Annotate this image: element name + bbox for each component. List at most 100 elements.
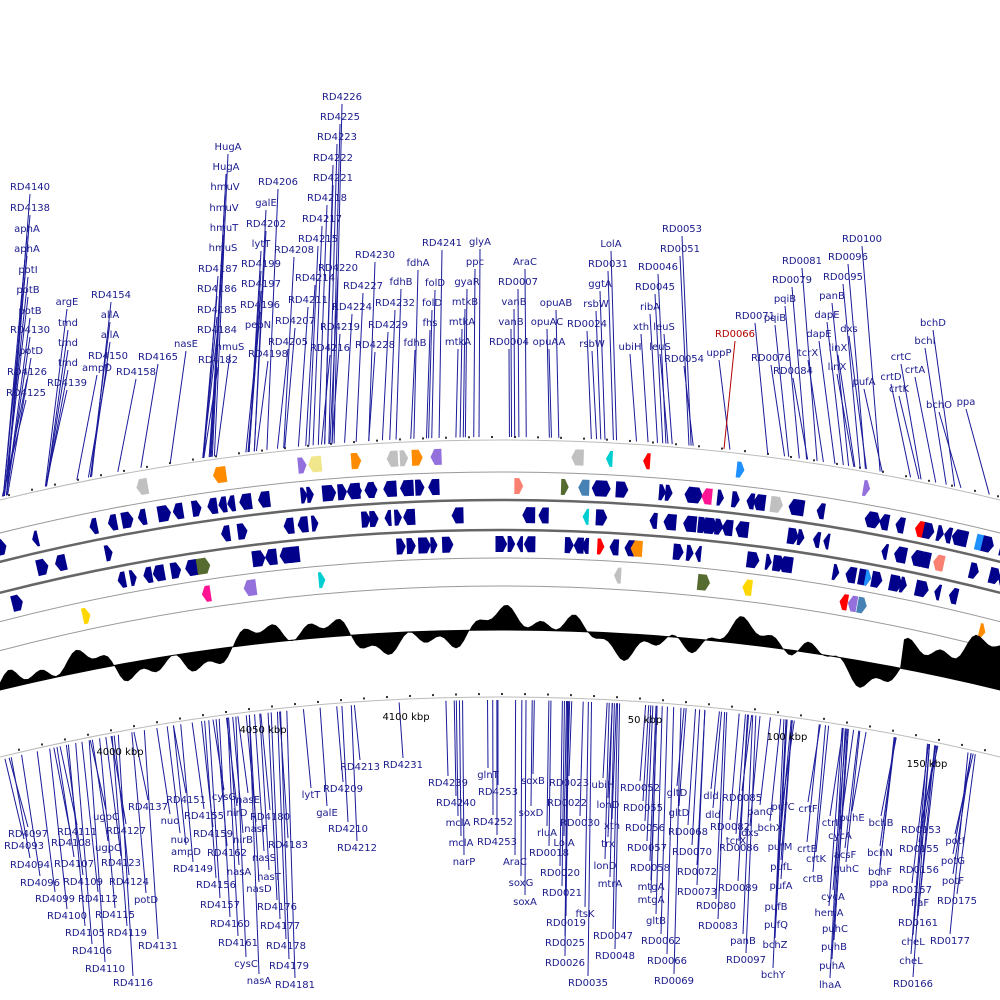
leader-line xyxy=(759,717,771,806)
leader-line xyxy=(455,348,459,438)
gene xyxy=(283,517,295,535)
gene-label: potD xyxy=(19,346,43,357)
leader-line xyxy=(530,700,533,807)
gene-label: RD4253 xyxy=(478,787,518,798)
scale-label: 100 kbp xyxy=(767,732,808,743)
gene-label: RD0026 xyxy=(545,958,585,969)
gene-label: dld xyxy=(705,810,720,821)
leader-line xyxy=(848,335,867,470)
gene-label: bchD xyxy=(920,318,946,329)
gene xyxy=(172,502,185,520)
gene-label: RD4232 xyxy=(375,298,415,309)
leader-line xyxy=(650,705,658,894)
gene-label: soxG xyxy=(509,878,534,889)
tick xyxy=(409,694,411,697)
gene-label: RD0096 xyxy=(828,252,868,263)
tick xyxy=(639,697,641,700)
tick xyxy=(491,436,493,439)
ring xyxy=(0,471,1000,534)
leader-line xyxy=(555,309,560,438)
gene xyxy=(430,448,442,466)
tick xyxy=(248,708,250,711)
gene xyxy=(847,595,859,613)
gene-label: RD4162 xyxy=(207,848,247,859)
gene-label: RD4215 xyxy=(298,234,338,245)
gene xyxy=(701,488,713,505)
tick xyxy=(698,445,700,448)
gene-label: puhE xyxy=(839,813,864,824)
gene-label: bchB xyxy=(868,818,893,829)
leader-line xyxy=(910,743,928,955)
gene-label: RD0056 xyxy=(625,823,665,834)
tick xyxy=(146,465,148,468)
gene-label: RD0072 xyxy=(677,867,717,878)
gene-label: hmuV xyxy=(209,203,238,214)
gene-label: RD0177 xyxy=(930,936,970,947)
leader-line xyxy=(956,754,976,895)
leader-line xyxy=(815,725,830,853)
gene-label: crtK xyxy=(806,854,827,865)
leader-line xyxy=(696,709,706,886)
gene-label: ampD xyxy=(82,363,112,374)
tick xyxy=(547,693,549,696)
leader-line xyxy=(611,703,617,820)
leader-line xyxy=(21,754,41,877)
gene-label: potD xyxy=(134,895,158,906)
gene-label: linX xyxy=(829,343,848,354)
gene xyxy=(522,507,536,524)
gene-label: pufL xyxy=(770,862,792,873)
tick xyxy=(593,695,595,698)
gene xyxy=(213,465,228,484)
leader-line xyxy=(266,188,279,450)
gene-label: RD4108 xyxy=(51,838,91,849)
gene-label: RD4099 xyxy=(35,894,75,905)
gene-label: opuAB xyxy=(540,298,573,309)
leader-line xyxy=(649,705,657,862)
gene xyxy=(136,477,150,495)
tick xyxy=(938,738,940,741)
gene-label: RD0100 xyxy=(842,234,882,245)
gene xyxy=(764,553,772,570)
leader-line xyxy=(604,702,610,860)
gene xyxy=(190,500,202,517)
gene-label: RD4093 xyxy=(4,841,44,852)
gene-label: RD0023 xyxy=(549,778,589,789)
leader-line xyxy=(717,712,728,920)
gene xyxy=(310,515,319,532)
gene-label: rsbW xyxy=(583,299,609,310)
tick xyxy=(685,701,687,704)
gene-label: hmuS xyxy=(209,243,238,254)
gene-label: fdhB xyxy=(403,338,426,349)
gene-label: RD4217 xyxy=(302,214,342,225)
gene xyxy=(596,538,605,555)
leader-line xyxy=(328,143,338,444)
gene xyxy=(745,551,760,569)
gene xyxy=(643,453,651,470)
tick xyxy=(422,437,424,440)
tick xyxy=(892,729,894,732)
gene-label: nuo xyxy=(171,835,190,846)
leader-line xyxy=(143,730,159,940)
gene-label: RD0024 xyxy=(567,319,607,330)
leader-line xyxy=(56,746,75,858)
tick xyxy=(846,721,848,724)
gene-label: RD4199 xyxy=(241,259,281,270)
gene-label: fhs xyxy=(422,318,437,329)
gene-label: RD4138 xyxy=(10,203,50,214)
tick xyxy=(583,437,585,440)
tick xyxy=(478,693,480,696)
gene xyxy=(428,478,440,496)
leader-line xyxy=(276,711,287,940)
gene-label: RD4178 xyxy=(266,941,306,952)
gene-label: RD4211 xyxy=(288,295,328,306)
gene-label: lytT xyxy=(252,239,272,250)
gene xyxy=(863,569,872,586)
gene-label: cysG xyxy=(212,792,236,803)
leader-line xyxy=(133,731,149,801)
gene xyxy=(831,563,840,581)
leader-line xyxy=(565,701,570,917)
leader-line xyxy=(524,700,527,896)
gene xyxy=(615,481,629,498)
gene xyxy=(523,536,536,553)
gene-label: RD4227 xyxy=(343,281,383,292)
